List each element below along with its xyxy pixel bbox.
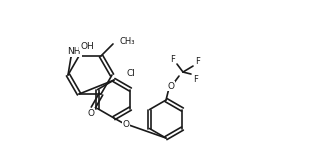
Text: OH: OH bbox=[80, 41, 94, 50]
Text: CH₃: CH₃ bbox=[119, 37, 134, 46]
Text: O: O bbox=[122, 120, 129, 129]
Text: NH: NH bbox=[67, 48, 81, 56]
Text: Cl: Cl bbox=[126, 69, 135, 78]
Text: F: F bbox=[196, 57, 201, 66]
Text: O: O bbox=[87, 108, 95, 118]
Text: F: F bbox=[193, 75, 198, 84]
Text: O: O bbox=[167, 82, 175, 91]
Text: F: F bbox=[171, 55, 176, 63]
